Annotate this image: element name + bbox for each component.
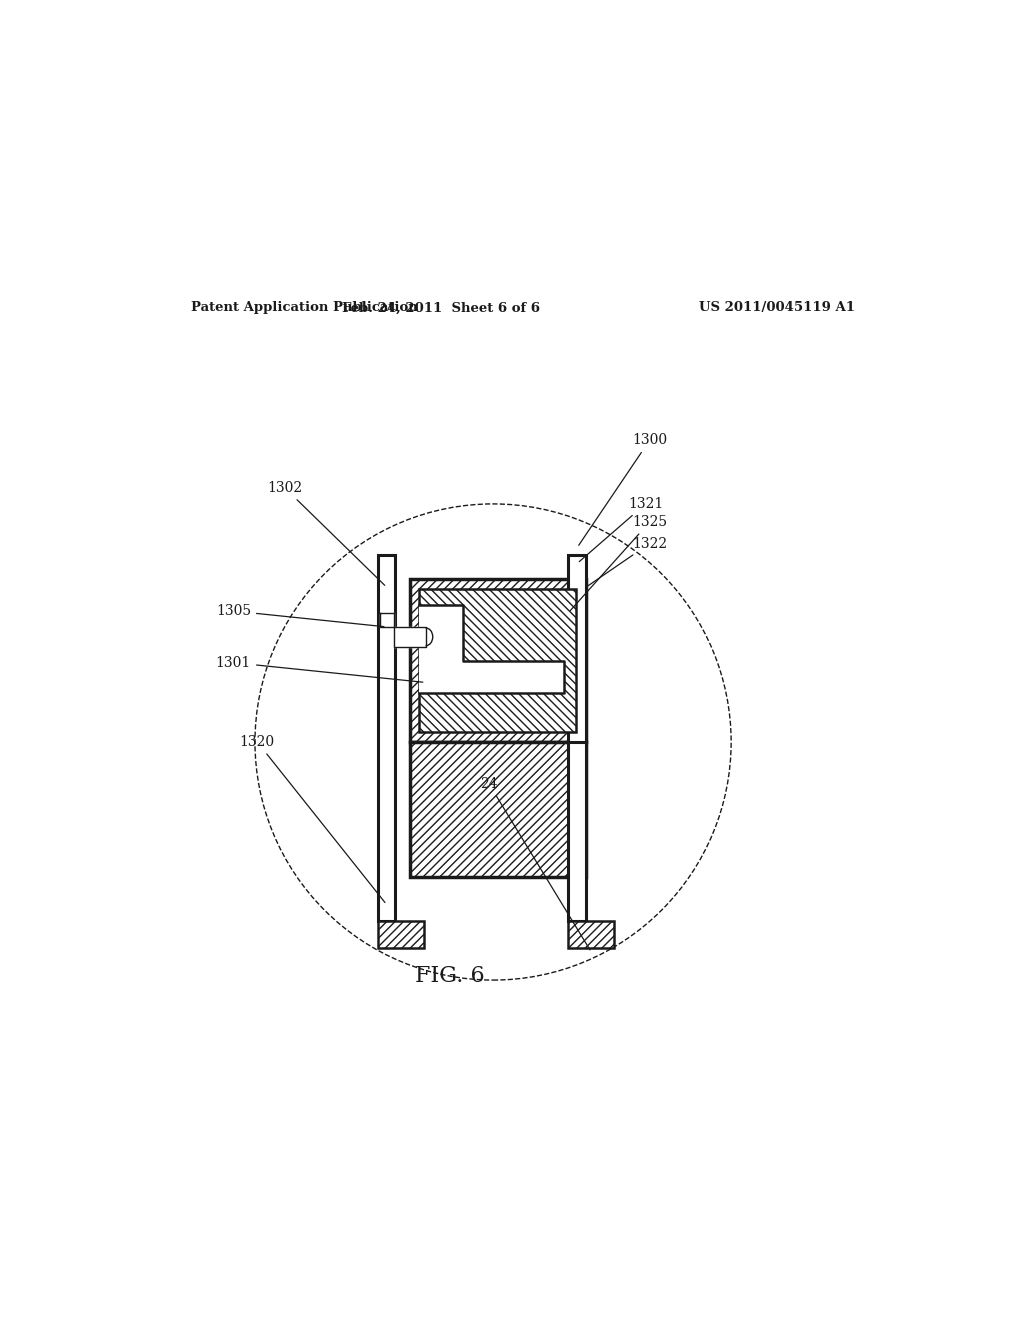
Bar: [419, 605, 463, 661]
Bar: [568, 920, 614, 948]
Text: 1322: 1322: [588, 537, 667, 586]
Bar: [240, 488, 378, 997]
Text: 1325: 1325: [570, 515, 667, 611]
Bar: [395, 488, 586, 579]
Bar: [410, 579, 586, 742]
Text: 24: 24: [480, 777, 590, 950]
Bar: [410, 742, 586, 876]
Bar: [568, 556, 586, 920]
Bar: [419, 661, 564, 693]
Text: Patent Application Publication: Patent Application Publication: [191, 301, 418, 314]
Polygon shape: [380, 612, 426, 647]
Text: 1300: 1300: [579, 433, 667, 545]
Bar: [395, 742, 410, 876]
Text: FIG. 6: FIG. 6: [415, 965, 484, 987]
Text: 1320: 1320: [240, 735, 385, 903]
Bar: [568, 579, 586, 876]
Bar: [419, 589, 577, 733]
Bar: [378, 556, 395, 920]
Text: 1321: 1321: [580, 496, 664, 561]
Bar: [395, 579, 410, 742]
Text: 1302: 1302: [267, 480, 385, 585]
Text: 1305: 1305: [216, 605, 384, 627]
Bar: [378, 920, 424, 948]
Text: Feb. 24, 2011  Sheet 6 of 6: Feb. 24, 2011 Sheet 6 of 6: [342, 301, 541, 314]
Text: US 2011/0045119 A1: US 2011/0045119 A1: [699, 301, 855, 314]
Bar: [395, 876, 586, 920]
Text: 1301: 1301: [216, 656, 423, 682]
Bar: [586, 488, 748, 997]
